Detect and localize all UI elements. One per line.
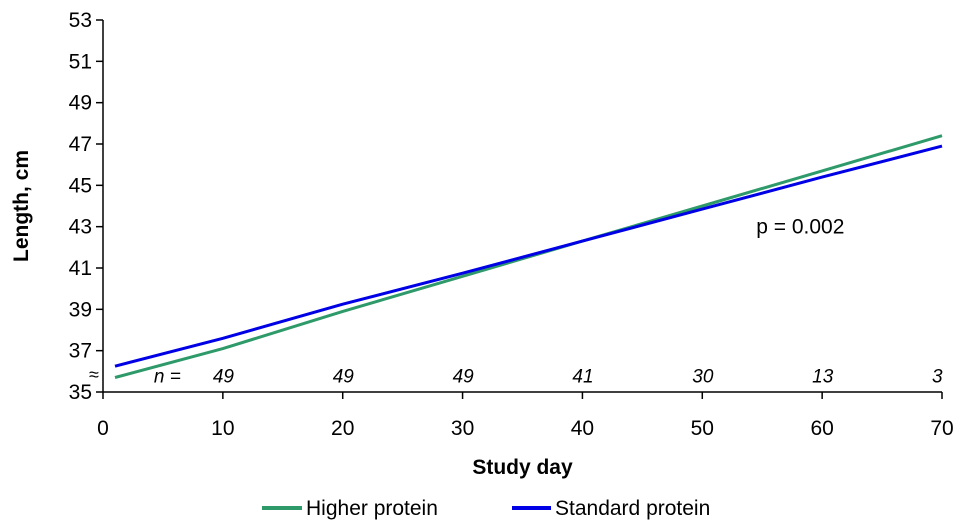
x-tick-label: 70 bbox=[930, 417, 953, 440]
n-count-label: 3 bbox=[932, 366, 943, 387]
legend-label-higher-protein: Higher protein bbox=[306, 497, 438, 520]
n-count-label: 49 bbox=[333, 366, 355, 387]
y-tick-label: 41 bbox=[69, 257, 92, 280]
y-tick-label: 35 bbox=[69, 381, 92, 404]
series-line-standard-protein bbox=[114, 144, 943, 368]
y-tick-label: 49 bbox=[69, 92, 92, 115]
x-axis-title: Study day bbox=[472, 456, 573, 479]
n-count-label: 30 bbox=[692, 366, 714, 387]
n-count-label: 13 bbox=[812, 366, 834, 387]
x-tick-label: 30 bbox=[451, 417, 474, 440]
y-tick-label: 47 bbox=[69, 133, 92, 156]
y-tick-label: 45 bbox=[69, 174, 92, 197]
y-tick-label: 43 bbox=[69, 216, 92, 239]
n-count-label: 41 bbox=[572, 366, 593, 387]
x-tick-label: 50 bbox=[691, 417, 714, 440]
y-tick-label: 53 bbox=[69, 9, 92, 32]
axis-break-symbol: ≈ bbox=[89, 364, 99, 384]
y-ticks: 35 37 39 41 43 45 47 49 51 53 bbox=[69, 9, 103, 404]
x-tick-label: 60 bbox=[810, 417, 833, 440]
n-labels: n = 49 49 49 41 30 13 3 bbox=[154, 366, 943, 387]
n-count-label: 49 bbox=[453, 366, 475, 387]
n-label-prefix: n = bbox=[154, 366, 181, 387]
legend: Higher protein Standard protein bbox=[262, 497, 710, 520]
p-value-annotation: p = 0.002 bbox=[756, 216, 844, 239]
x-tick-label: 10 bbox=[211, 417, 234, 440]
series-lines bbox=[114, 134, 943, 379]
x-tick-label: 0 bbox=[97, 417, 109, 440]
x-tick-label: 40 bbox=[571, 417, 594, 440]
x-ticks: 0 10 20 30 40 50 60 70 bbox=[97, 392, 954, 440]
y-tick-label: 37 bbox=[69, 340, 92, 363]
y-tick-label: 39 bbox=[69, 298, 92, 321]
y-axis-title: Length, cm bbox=[10, 150, 33, 262]
legend-label-standard-protein: Standard protein bbox=[555, 497, 710, 520]
n-count-label: 49 bbox=[213, 366, 235, 387]
axes bbox=[102, 20, 942, 393]
y-tick-label: 51 bbox=[69, 50, 92, 73]
x-tick-label: 20 bbox=[331, 417, 354, 440]
